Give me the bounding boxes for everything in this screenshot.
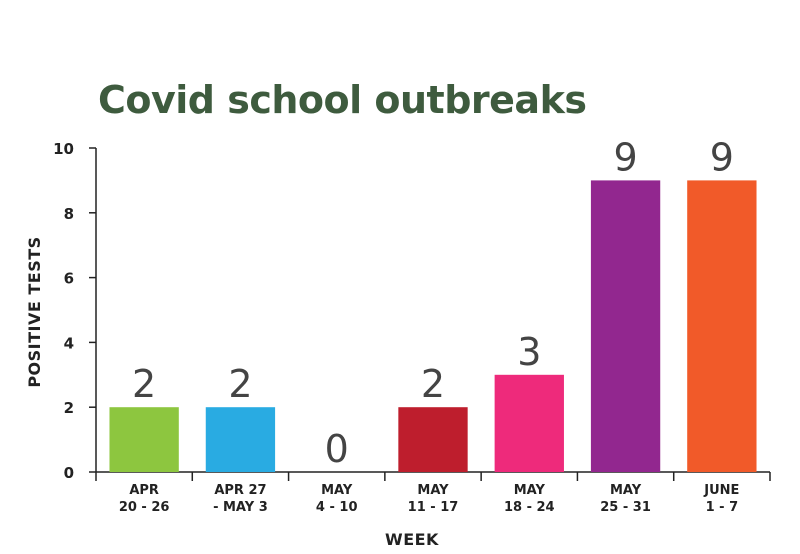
x-tick-label: APR 27- MAY 3 <box>213 483 268 515</box>
data-label: 3 <box>517 330 541 374</box>
x-axis: APR 20 - 26 APR 27- MAY 3 MAY 4 - 10 MAY 11 - … <box>95 471 771 515</box>
x-tick-label: MAY 4 - 10 <box>316 483 358 515</box>
data-label: 2 <box>132 362 156 406</box>
y-tick-label: 4 <box>64 334 74 352</box>
value-labels: 2 2 0 2 3 9 9 <box>132 135 734 471</box>
x-tick-label: MAY 11 - 17 <box>408 483 459 515</box>
data-label: 9 <box>710 135 734 179</box>
chart-title: Covid school outbreaks <box>98 78 587 122</box>
bar <box>590 180 661 472</box>
x-axis-title: WEEK <box>385 530 439 549</box>
bar <box>687 180 757 472</box>
y-tick-label: 10 <box>53 140 74 158</box>
bar <box>398 407 468 472</box>
data-label: 2 <box>421 362 445 406</box>
data-label: 9 <box>613 135 637 179</box>
y-axis-title: POSITIVE TESTS <box>25 236 44 387</box>
x-tick-label: MAY 25 - 31 <box>600 483 651 515</box>
y-tick-label: 0 <box>64 464 74 482</box>
x-tick-label: APR 20 - 26 <box>119 483 170 515</box>
bar <box>205 407 276 472</box>
y-axis: 0 2 4 6 8 10 <box>53 140 97 482</box>
bars <box>109 180 757 472</box>
data-label: 2 <box>228 362 252 406</box>
bar <box>494 374 564 472</box>
x-tick-label: MAY 18 - 24 <box>504 483 555 515</box>
y-tick-label: 6 <box>64 270 74 288</box>
x-tick-label: JUNE 1 - 7 <box>703 483 739 515</box>
y-tick-label: 2 <box>64 399 74 417</box>
bar <box>109 407 179 472</box>
y-tick-label: 8 <box>64 205 74 223</box>
data-label: 0 <box>325 427 349 471</box>
